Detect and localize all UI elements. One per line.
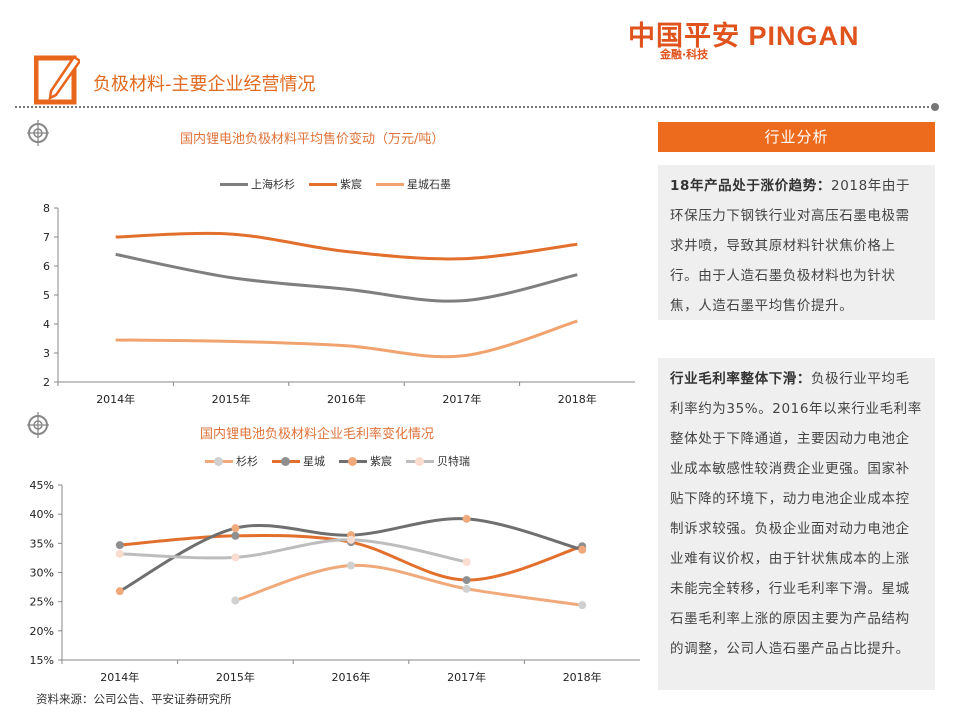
series-line-2 <box>119 517 583 593</box>
x-tick-label: 2014年 <box>96 392 135 406</box>
panel1-text: 2018年由于环保压力下钢铁行业对高压石墨电极需求井喷，导致其原材料针状焦价格上… <box>670 178 911 314</box>
target-icon <box>27 120 49 146</box>
legend-item: 星城 <box>272 453 325 469</box>
series-line-2 <box>115 319 578 359</box>
data-point <box>231 531 240 540</box>
y-tick-label: 5 <box>43 289 50 302</box>
series-line-0 <box>234 563 583 607</box>
y-tick-label: 6 <box>43 260 50 273</box>
legend-swatch <box>220 182 248 186</box>
data-point <box>231 553 240 562</box>
y-tick-label: 45% <box>30 479 54 492</box>
x-tick-label: 2015年 <box>212 392 251 406</box>
source-note: 资料来源：公司公告、平安证券研究所 <box>36 692 232 706</box>
page-title: 负极材料-主要企业经营情况 <box>93 74 316 95</box>
x-tick-label: 2018年 <box>563 670 602 684</box>
legend-label: 杉杉 <box>236 455 258 468</box>
y-tick-label: 8 <box>43 202 50 215</box>
legend-swatch <box>339 456 367 466</box>
legend-label: 紫宸 <box>340 178 362 191</box>
analysis-panel-2: 行业毛利率整体下滑：负极行业平均毛利率约为35%。2016年以来行业毛利率整体处… <box>658 358 935 690</box>
logo-tagline: 金融·科技 <box>660 48 709 61</box>
y-tick-label: 20% <box>30 625 54 638</box>
legend-swatch <box>272 456 300 466</box>
panel2-heading: 行业毛利率整体下滑： <box>670 371 811 387</box>
chart2-legend: 杉杉 星城 紫宸 贝特瑞 <box>205 453 470 469</box>
y-tick-label: 2 <box>43 376 50 389</box>
legend-label: 贝特瑞 <box>437 455 470 468</box>
legend-item: 星城石墨 <box>376 176 451 192</box>
data-point <box>578 601 587 610</box>
data-point <box>578 545 587 554</box>
legend-swatch <box>406 456 434 466</box>
series-line-1 <box>115 231 578 261</box>
y-tick-label: 25% <box>30 596 54 609</box>
panel1-heading: 18年产品处于涨价趋势： <box>670 178 831 194</box>
legend-swatch <box>376 182 404 186</box>
legend-label: 上海杉杉 <box>251 178 295 191</box>
legend-swatch <box>205 456 233 466</box>
data-point <box>231 524 240 533</box>
data-point <box>115 549 124 558</box>
data-point <box>115 541 124 550</box>
y-tick-label: 3 <box>43 347 50 360</box>
chart2-margin: 15% 20% 25% 30% 35% 40% 45% 2014年 2015年 2016年 2017… <box>30 479 640 684</box>
x-tick-label: 2016年 <box>327 392 366 406</box>
x-tick-label: 2017年 <box>442 392 481 406</box>
data-point <box>462 558 471 566</box>
legend-label: 星城 <box>303 455 325 468</box>
y-tick-label: 4 <box>43 318 50 331</box>
legend-label: 紫宸 <box>370 455 392 468</box>
y-tick-label: 30% <box>30 567 54 580</box>
data-point <box>462 584 471 593</box>
pingan-logo: 中国平安 PINGAN <box>628 21 860 51</box>
data-point <box>115 587 124 596</box>
divider <box>15 106 933 108</box>
legend-item: 贝特瑞 <box>406 453 470 469</box>
y-tick-label: 15% <box>30 654 54 667</box>
x-tick-label: 2018年 <box>558 392 597 406</box>
x-tick-label: 2014年 <box>100 670 139 684</box>
legend-swatch <box>309 182 337 186</box>
series-line-3 <box>119 538 467 564</box>
chart1-title: 国内锂电池负极材料平均售价变动（万元/吨） <box>180 132 445 147</box>
y-tick-label: 35% <box>30 537 54 550</box>
x-tick-label: 2016年 <box>332 670 371 684</box>
analysis-panel-1: 18年产品处于涨价趋势：2018年由于环保压力下钢铁行业对高压石墨电极需求井喷，… <box>658 165 935 320</box>
chart1-price: 2 3 4 5 6 7 8 2014年 2015年 2016年 2017年 2018年 <box>43 202 635 406</box>
chart2-title: 国内锂电池负极材料企业毛利率变化情况 <box>200 427 435 442</box>
analysis-header: 行业分析 <box>658 122 935 152</box>
legend-item: 杉杉 <box>205 453 258 469</box>
y-tick-label: 7 <box>43 231 50 244</box>
edit-pencil-icon <box>34 55 80 105</box>
data-point <box>231 596 240 605</box>
series-line-0 <box>115 252 578 303</box>
legend-item: 紫宸 <box>339 453 392 469</box>
data-point <box>462 514 471 523</box>
chart1-legend: 上海杉杉 紫宸 星城石墨 <box>220 176 451 192</box>
legend-item: 紫宸 <box>309 176 362 192</box>
panel2-text: 负极行业平均毛利率约为35%。2016年以来行业毛利率整体处于下降通道，主要因动… <box>670 371 922 657</box>
data-point <box>462 576 471 585</box>
y-tick-label: 40% <box>30 508 54 521</box>
legend-item: 上海杉杉 <box>220 176 295 192</box>
data-point <box>347 535 355 544</box>
data-point <box>347 561 355 570</box>
x-tick-label: 2015年 <box>216 670 255 684</box>
divider-dot <box>931 103 939 111</box>
legend-label: 星城石墨 <box>407 178 451 191</box>
x-tick-label: 2017年 <box>447 670 486 684</box>
target-icon <box>27 412 49 438</box>
